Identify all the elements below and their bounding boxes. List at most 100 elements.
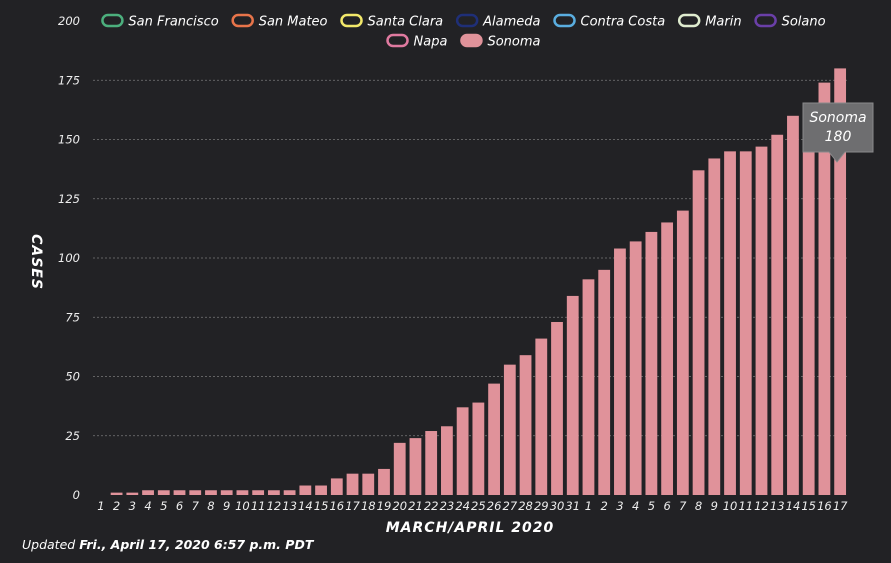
legend-item[interactable]: Solano bbox=[754, 13, 826, 30]
legend-item[interactable]: Marin bbox=[677, 13, 742, 30]
bar[interactable] bbox=[519, 355, 532, 495]
bar[interactable] bbox=[535, 338, 548, 495]
footer-date: Fri., April 17, 2020 6:57 p.m. PDT bbox=[79, 537, 314, 552]
bar[interactable] bbox=[629, 241, 642, 495]
legend-label: Santa Clara bbox=[368, 15, 444, 30]
bar[interactable] bbox=[346, 473, 359, 495]
bar[interactable] bbox=[661, 222, 674, 495]
y-tick-label: 50 bbox=[65, 370, 80, 384]
x-tick-label: 8 bbox=[207, 499, 214, 513]
y-tick-label: 200 bbox=[58, 14, 80, 28]
x-tick-label: 10 bbox=[723, 499, 738, 513]
bar[interactable] bbox=[409, 438, 422, 495]
bar[interactable] bbox=[566, 295, 579, 495]
x-tick-label: 17 bbox=[833, 499, 848, 513]
bar[interactable] bbox=[189, 490, 202, 495]
y-tick-label: 175 bbox=[58, 73, 80, 87]
bar[interactable] bbox=[267, 490, 280, 495]
bar[interactable] bbox=[724, 151, 736, 495]
bar[interactable] bbox=[220, 490, 233, 495]
bar[interactable] bbox=[739, 151, 752, 495]
bar[interactable] bbox=[802, 115, 815, 496]
bar[interactable] bbox=[834, 68, 847, 496]
x-tick-label: 3 bbox=[129, 499, 136, 513]
x-tick-label: 9 bbox=[223, 499, 230, 513]
x-tick-label: 4 bbox=[632, 499, 639, 513]
y-axis-ticks: 0 25 50 75 100 125 150 175 200 bbox=[58, 14, 80, 502]
bar[interactable] bbox=[110, 492, 123, 495]
x-tick-label: 19 bbox=[377, 499, 392, 513]
bar[interactable] bbox=[236, 490, 249, 495]
bar[interactable] bbox=[173, 490, 186, 495]
x-tick-label: 13 bbox=[282, 499, 297, 513]
bar[interactable] bbox=[283, 490, 296, 495]
bar[interactable] bbox=[425, 431, 438, 495]
legend-item[interactable]: Alameda bbox=[455, 13, 541, 30]
x-tick-label: 27 bbox=[503, 499, 518, 513]
bar[interactable] bbox=[771, 134, 784, 495]
bar[interactable] bbox=[252, 490, 265, 495]
bar[interactable] bbox=[472, 402, 485, 495]
tooltip-series: Sonoma bbox=[809, 110, 866, 126]
y-tick-label: 75 bbox=[65, 310, 80, 324]
legend-label: Contra Costa bbox=[581, 15, 666, 30]
bar[interactable] bbox=[330, 478, 343, 495]
x-tick-label: 15 bbox=[314, 499, 329, 513]
grid-lines bbox=[93, 79, 848, 437]
bar[interactable] bbox=[393, 442, 406, 495]
legend-item[interactable]: San Francisco bbox=[101, 13, 219, 30]
bar[interactable] bbox=[315, 485, 327, 495]
tooltip-box bbox=[802, 102, 874, 163]
legend-label: San Mateo bbox=[259, 15, 328, 30]
x-axis-title: MARCH/APRIL 2020 bbox=[386, 520, 555, 536]
x-tick-label: 13 bbox=[770, 499, 785, 513]
x-tick-label: 15 bbox=[801, 499, 816, 513]
y-tick-label: 150 bbox=[58, 133, 80, 147]
bar[interactable] bbox=[378, 468, 390, 495]
bar[interactable] bbox=[755, 146, 768, 496]
bar[interactable] bbox=[205, 490, 217, 495]
x-tick-label: 20 bbox=[392, 499, 407, 513]
y-tick-label: 125 bbox=[58, 192, 80, 206]
bar[interactable] bbox=[645, 231, 658, 495]
bar[interactable] bbox=[692, 170, 705, 495]
bar[interactable] bbox=[456, 407, 469, 495]
x-tick-label: 5 bbox=[160, 499, 167, 513]
bar[interactable] bbox=[488, 383, 500, 495]
x-tick-label: 31 bbox=[565, 499, 580, 513]
legend-label: Napa bbox=[414, 35, 448, 50]
legend-swatch bbox=[754, 13, 777, 28]
x-tick-label: 23 bbox=[440, 499, 455, 513]
bar[interactable] bbox=[157, 490, 170, 495]
legend-item[interactable]: Sonoma bbox=[460, 33, 541, 50]
bar[interactable] bbox=[299, 485, 312, 495]
bar[interactable] bbox=[441, 426, 453, 495]
bar[interactable] bbox=[614, 248, 626, 495]
x-tick-label: 16 bbox=[329, 499, 344, 513]
bar[interactable] bbox=[142, 490, 154, 495]
bar[interactable] bbox=[598, 269, 611, 495]
bar[interactable] bbox=[582, 279, 595, 495]
legend-label: Alameda bbox=[482, 15, 540, 30]
bar[interactable] bbox=[818, 82, 831, 496]
legend-swatch bbox=[340, 13, 363, 28]
legend-item[interactable]: San Mateo bbox=[231, 13, 328, 30]
bar[interactable] bbox=[503, 364, 516, 495]
legend-item[interactable]: Contra Costa bbox=[553, 13, 666, 30]
bar[interactable] bbox=[551, 321, 563, 495]
bar[interactable] bbox=[708, 158, 721, 495]
bar[interactable] bbox=[676, 210, 689, 495]
x-tick-label: 1 bbox=[97, 499, 104, 513]
legend-item[interactable]: Santa Clara bbox=[340, 13, 444, 30]
x-tick-label: 12 bbox=[754, 499, 769, 513]
bar[interactable] bbox=[126, 492, 139, 495]
x-tick-label: 7 bbox=[679, 499, 687, 513]
x-tick-label: 22 bbox=[424, 499, 439, 513]
bar[interactable] bbox=[787, 115, 799, 496]
legend-item[interactable]: Napa bbox=[386, 33, 448, 50]
legend-swatch bbox=[455, 13, 479, 28]
x-tick-label: 1 bbox=[585, 499, 592, 513]
x-tick-label: 14 bbox=[298, 499, 313, 513]
bar[interactable] bbox=[362, 473, 375, 495]
